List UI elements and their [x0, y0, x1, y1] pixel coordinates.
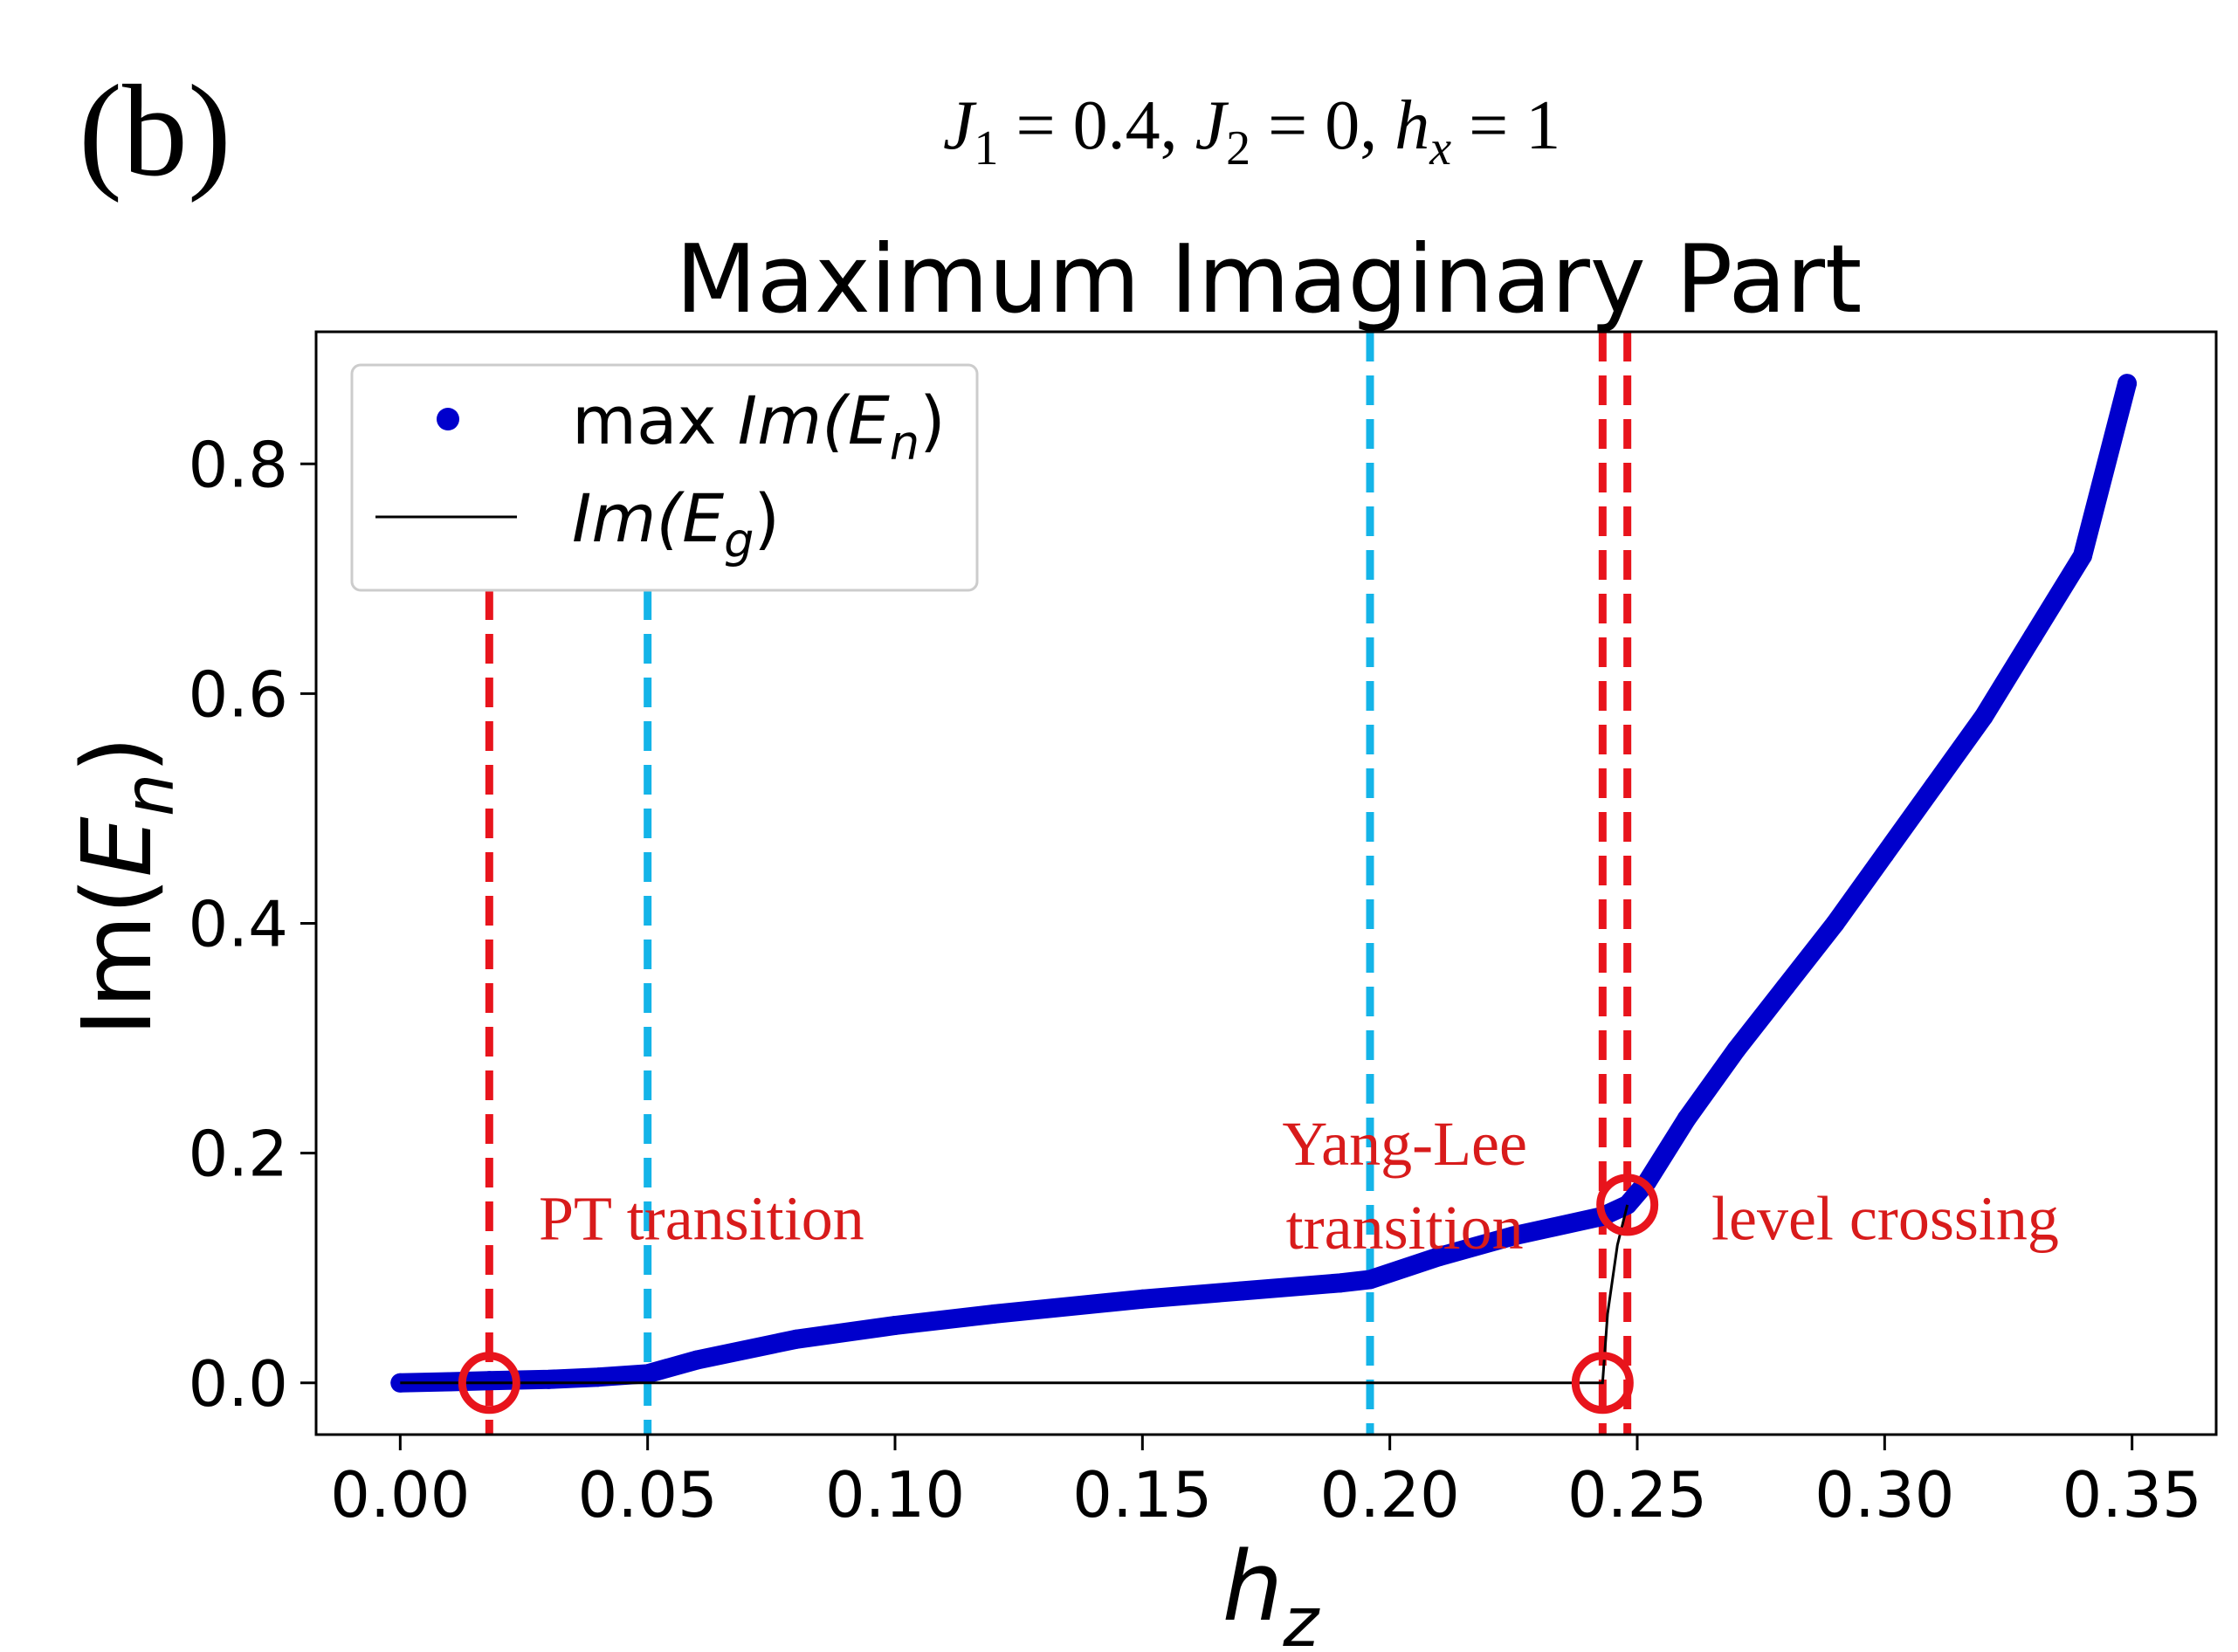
- param-j2-value: = 0,: [1250, 87, 1394, 164]
- y-tick-label: 0.8: [188, 428, 288, 501]
- param-j2-symbol: J: [1195, 87, 1229, 164]
- data-series: [390, 374, 2137, 1393]
- legend-entry-ground-letter: E: [682, 479, 724, 557]
- param-hx-sub: x: [1429, 121, 1451, 176]
- annotation-line: PT transition: [539, 1183, 864, 1253]
- x-axis-ticks: 0.00 0.05 0.10 0.15 0.20 0.25 0.30 0.35: [330, 1435, 2202, 1532]
- y-axis-label-letter: E: [61, 816, 173, 878]
- series-max-im-en-point: [1331, 1273, 1350, 1293]
- series-max-im-en-point: [786, 1329, 806, 1349]
- legend-entry-max-im: max Im(En): [572, 382, 946, 471]
- param-j2-sub: 2: [1226, 121, 1250, 176]
- legend-entry-max-letter: E: [848, 382, 890, 459]
- panel-label: (b): [79, 59, 231, 203]
- param-hx-symbol: h: [1394, 87, 1429, 164]
- annotation-line: Yang-Lee: [1282, 1109, 1527, 1179]
- x-tick-label: 0.00: [330, 1458, 470, 1532]
- x-axis-label-sub: z: [1282, 1584, 1320, 1652]
- plot-frame: [314, 330, 2218, 1436]
- param-j1-symbol: J: [943, 87, 977, 164]
- y-axis-label: Im(En): [61, 736, 189, 1036]
- x-tick-label: 0.25: [1567, 1458, 1707, 1532]
- legend: max Im(En) Im(Eg): [350, 363, 979, 592]
- series-max-im-en-point: [479, 1371, 499, 1391]
- annotation-1: Yang-Lee transition: [1282, 1109, 1527, 1263]
- x-tick-label: 0.15: [1072, 1458, 1212, 1532]
- legend-box: [350, 363, 979, 592]
- x-axis-label-main: h: [1222, 1531, 1284, 1642]
- series-max-im-en-point: [1133, 1289, 1153, 1309]
- x-axis-label: hz: [1222, 1531, 1321, 1652]
- series-max-im-en-point: [687, 1350, 707, 1370]
- x-tick-label: 0.35: [2062, 1458, 2202, 1532]
- series-max-im-en-point: [1726, 1040, 1746, 1060]
- param-j1-sub: 1: [974, 121, 999, 176]
- legend-entry-max-prefix: max: [572, 382, 738, 459]
- annotation-0: PT transition: [539, 1183, 864, 1253]
- annotations: PT transition Yang-Lee transition level cro…: [539, 1109, 2059, 1263]
- chart-title: Maximum Imaginary Part: [676, 225, 1863, 334]
- x-tick-label: 0.30: [1815, 1458, 1954, 1532]
- legend-dot-marker: [437, 408, 459, 430]
- y-tick-label: 0.0: [188, 1347, 288, 1421]
- x-tick-label: 0.10: [825, 1458, 965, 1532]
- legend-entry-ground-sub: g: [724, 513, 754, 568]
- series-max-im-en-point: [2073, 546, 2092, 566]
- series-max-im-en-point: [539, 1369, 559, 1389]
- transition-circle-2: [1596, 1174, 1659, 1236]
- y-tick-label: 0.6: [188, 657, 288, 731]
- series-max-im-en-point: [1231, 1281, 1251, 1301]
- series-max-im-en-point: [637, 1364, 658, 1384]
- x-tick-label: 0.20: [1320, 1458, 1460, 1532]
- annotation-2: level crossing: [1711, 1183, 2059, 1253]
- reference-lines: [485, 332, 1632, 1435]
- series-max-im-en-point: [1973, 706, 1994, 726]
- transition-circle-0: [458, 1352, 520, 1415]
- series-max-im-en-point: [2117, 374, 2137, 394]
- series-max-im-en-point: [1360, 1270, 1380, 1290]
- y-axis-ticks: 0.0 0.2 0.4 0.6 0.8: [188, 428, 316, 1421]
- series-max-im-en-point: [885, 1316, 905, 1336]
- transition-markers: [458, 1174, 1659, 1415]
- series-max-im-en-point: [1429, 1247, 1450, 1267]
- param-hx-value: = 1: [1451, 87, 1560, 164]
- transition-circle-1: [1571, 1352, 1634, 1415]
- legend-entry-max-close: ): [919, 382, 946, 459]
- y-axis-label-close: ): [61, 736, 173, 774]
- y-axis-label-open: Im(: [61, 878, 173, 1037]
- param-j1-value: = 0.4,: [999, 87, 1195, 164]
- legend-entry-ground: Im(Eg): [572, 479, 780, 568]
- series-max-im-en-point: [1776, 976, 1795, 996]
- series-max-im-en-point: [1504, 1226, 1524, 1246]
- y-tick-label: 0.2: [188, 1118, 288, 1191]
- series-max-im-en-point: [984, 1304, 1004, 1324]
- legend-entry-ground-fn: Im(: [572, 479, 685, 557]
- legend-entry-max-fn: Im(: [738, 382, 850, 459]
- series-max-im-en-point: [1925, 775, 1944, 795]
- legend-entry-ground-close: ): [754, 479, 780, 557]
- legend-entry-max-sub: n: [890, 416, 919, 471]
- annotation-line: level crossing: [1711, 1183, 2059, 1253]
- series-max-im-en-point: [1875, 844, 1895, 864]
- series-max-im-en-point: [1617, 1194, 1637, 1215]
- series-max-im-en-point: [1825, 913, 1845, 933]
- series-max-im-en-point: [1677, 1109, 1697, 1129]
- y-axis-label-sub: n: [111, 774, 189, 816]
- parameter-text: J1 = 0.4, J2 = 0, hx = 1: [943, 87, 1560, 176]
- series-max-im-en-point: [2023, 626, 2043, 646]
- y-tick-label: 0.4: [188, 888, 288, 961]
- x-tick-label: 0.05: [578, 1458, 718, 1532]
- annotation-line: transition: [1286, 1193, 1524, 1263]
